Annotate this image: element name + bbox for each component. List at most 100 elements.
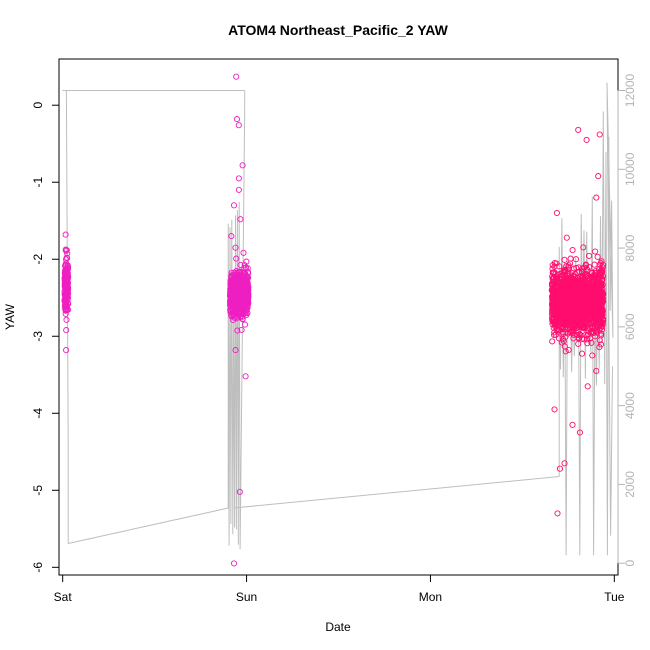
x-tick-label-2: Mon bbox=[419, 590, 442, 604]
data-point bbox=[239, 315, 246, 322]
x-tick-label-3: Tue bbox=[604, 590, 625, 604]
data-point bbox=[578, 268, 585, 275]
data-point bbox=[594, 253, 601, 260]
data-point bbox=[233, 300, 240, 307]
data-point bbox=[583, 308, 590, 315]
data-point bbox=[566, 306, 573, 313]
data-point bbox=[62, 267, 69, 274]
data-point bbox=[233, 73, 240, 80]
data-point bbox=[561, 294, 568, 301]
data-point bbox=[582, 331, 589, 338]
data-point bbox=[591, 261, 598, 268]
data-point bbox=[549, 338, 556, 345]
data-point bbox=[586, 252, 593, 259]
data-point bbox=[563, 286, 570, 293]
data-point bbox=[581, 336, 588, 343]
data-point bbox=[569, 247, 576, 254]
data-point bbox=[228, 313, 235, 320]
data-point bbox=[553, 308, 560, 315]
data-point bbox=[241, 321, 249, 328]
data-point bbox=[598, 324, 605, 331]
data-point bbox=[565, 346, 572, 354]
data-point bbox=[64, 276, 71, 283]
data-point bbox=[576, 429, 583, 436]
data-point bbox=[576, 268, 583, 275]
y-right-tick-label-6: 12000 bbox=[623, 73, 637, 107]
data-point bbox=[586, 289, 593, 296]
data-point bbox=[573, 264, 580, 272]
data-point bbox=[239, 276, 246, 283]
data-point bbox=[244, 273, 251, 280]
data-point bbox=[578, 350, 586, 357]
data-point bbox=[590, 300, 597, 307]
data-point bbox=[584, 383, 591, 390]
data-point bbox=[580, 324, 587, 331]
data-point bbox=[240, 249, 247, 256]
data-point bbox=[553, 303, 560, 310]
data-point bbox=[228, 233, 235, 240]
data-point bbox=[576, 286, 584, 293]
data-point bbox=[232, 244, 239, 251]
data-point bbox=[588, 339, 595, 346]
data-point bbox=[242, 373, 249, 380]
data-point bbox=[569, 421, 576, 428]
data-point bbox=[233, 116, 241, 123]
data-point bbox=[567, 260, 574, 267]
data-point bbox=[561, 460, 568, 467]
data-point bbox=[552, 282, 559, 289]
data-point bbox=[232, 278, 239, 285]
data-point bbox=[227, 288, 234, 295]
x-axis: Sat Sun Mon Tue bbox=[54, 574, 625, 604]
series-line-0 bbox=[62, 90, 246, 550]
data-point bbox=[558, 301, 565, 308]
data-point bbox=[557, 276, 564, 283]
data-point bbox=[244, 287, 251, 294]
y-axis-left: 0 -1 -2 -3 -4 -5 -6 bbox=[31, 102, 59, 573]
data-point bbox=[241, 281, 248, 289]
data-point bbox=[592, 310, 599, 318]
data-point bbox=[236, 488, 243, 495]
data-point bbox=[563, 234, 570, 241]
y-left-tick-label-0: 0 bbox=[31, 102, 45, 109]
data-point bbox=[63, 316, 70, 323]
data-point bbox=[596, 131, 603, 138]
y-right-tick-label-5: 10000 bbox=[623, 152, 637, 186]
data-point bbox=[583, 136, 590, 143]
data-point bbox=[596, 270, 603, 277]
data-point bbox=[553, 260, 560, 267]
data-point bbox=[239, 162, 246, 169]
data-point bbox=[548, 311, 555, 318]
data-point bbox=[233, 255, 240, 262]
data-point bbox=[561, 256, 568, 263]
plot-area bbox=[61, 73, 614, 567]
data-point bbox=[549, 262, 556, 269]
data-point bbox=[587, 305, 594, 312]
data-point bbox=[581, 309, 589, 316]
point-cluster-2 bbox=[548, 126, 607, 517]
data-point bbox=[564, 303, 571, 310]
data-point bbox=[237, 288, 244, 295]
series-line-2 bbox=[233, 476, 560, 509]
data-point bbox=[63, 306, 70, 313]
data-point bbox=[598, 258, 605, 265]
data-point bbox=[585, 319, 593, 326]
data-point bbox=[585, 298, 592, 305]
data-point bbox=[549, 269, 556, 276]
point-cluster-0 bbox=[61, 231, 72, 354]
data-point bbox=[245, 274, 252, 281]
data-point bbox=[233, 303, 241, 310]
data-point bbox=[63, 327, 70, 334]
data-point bbox=[238, 326, 245, 333]
data-point bbox=[242, 264, 249, 271]
data-point bbox=[63, 247, 70, 254]
data-point bbox=[562, 348, 569, 355]
data-point bbox=[241, 290, 248, 297]
data-point bbox=[228, 269, 235, 276]
data-point bbox=[575, 310, 582, 317]
data-point bbox=[582, 296, 589, 303]
y-left-tick-label-1: -1 bbox=[31, 177, 45, 188]
data-point bbox=[599, 307, 606, 314]
data-point bbox=[550, 276, 557, 283]
data-point bbox=[590, 303, 597, 310]
